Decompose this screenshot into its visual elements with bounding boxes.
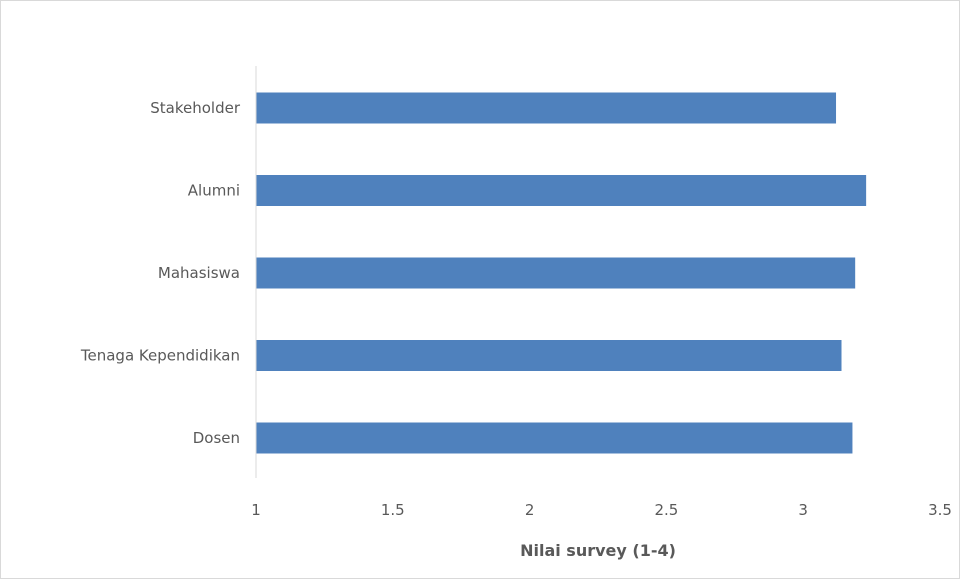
x-tick-label: 1.5 (381, 501, 405, 519)
x-tick-label: 2 (525, 501, 535, 519)
category-label: Mahasiswa (158, 264, 240, 282)
bar-dosen (256, 422, 853, 454)
category-label: Stakeholder (150, 99, 241, 117)
bar-alumni (256, 175, 867, 206)
category-label: Tenaga Kependidikan (80, 347, 240, 365)
bars-layer (256, 92, 867, 454)
bar-tenaga-kependidikan (256, 340, 842, 371)
category-label: Alumni (188, 182, 240, 200)
x-tick-label: 1 (251, 501, 261, 519)
x-axis-title: Nilai survey (1-4) (520, 541, 676, 560)
bar-stakeholder (256, 92, 837, 124)
category-label: Dosen (193, 429, 240, 447)
x-tick-label: 3 (798, 501, 808, 519)
x-tick-labels: 1 1.5 2 2.5 3 3.5 (251, 501, 952, 519)
category-labels: Stakeholder Alumni Mahasiswa Tenaga Kependi… (80, 99, 241, 447)
x-tick-label: 3.5 (928, 501, 952, 519)
bar-mahasiswa (256, 257, 856, 289)
x-tick-label: 2.5 (654, 501, 678, 519)
